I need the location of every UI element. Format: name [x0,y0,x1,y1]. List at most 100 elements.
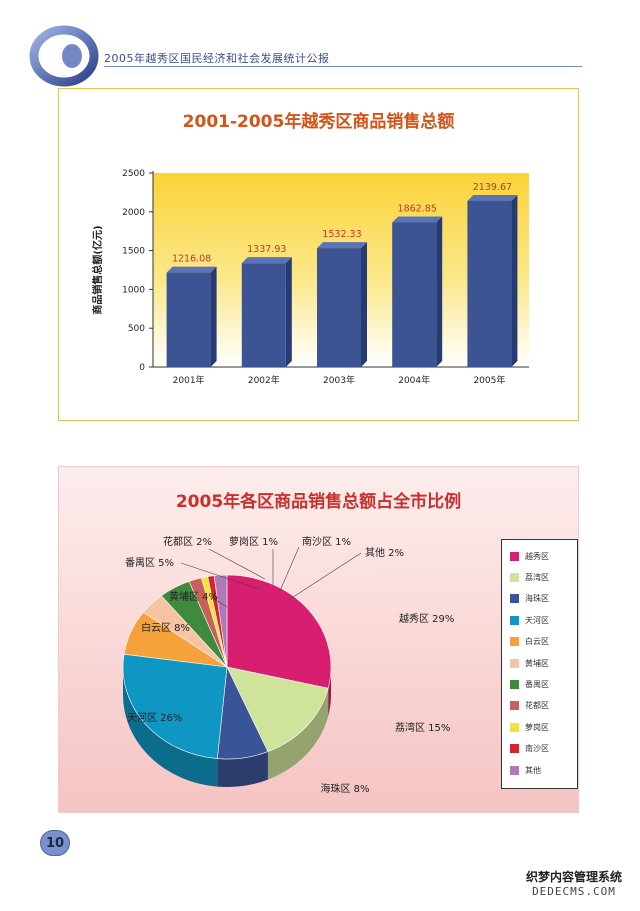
pie-leader-line [180,562,260,590]
pie-slice [122,653,228,759]
pie-slice-label: 荔湾区 15% [395,721,450,734]
bar-value-label: 2139.67 [473,182,512,193]
legend-item: 海珠区 [510,593,549,605]
bar-face [317,248,361,367]
legend-label: 天河区 [525,615,549,625]
x-tick-label: 2001年 [173,374,205,386]
bar-top [317,242,367,249]
pie-slice-side [123,667,218,787]
legend-label: 萝岗区 [525,722,549,732]
watermark: 织梦内容管理系统 DEDECMS.COM [513,868,635,898]
bar-side [361,242,367,367]
pie-leader-line [210,596,228,608]
legend-swatch [510,701,519,711]
bar-value-label: 1216.08 [172,254,211,265]
legend-label: 黄埔区 [525,658,549,668]
pie-slice-label: 花都区 2% [163,535,212,548]
pie-leader-line [208,548,266,580]
pie-slice [213,574,228,668]
legend-swatch [510,637,519,647]
pie-slice-label: 越秀区 29% [399,612,454,625]
legend-item: 花都区 [510,700,549,712]
bar-face [392,222,437,367]
page-number-badge: 10 [40,830,70,856]
bar [392,216,443,367]
bar-value-label: 1337.93 [247,244,286,255]
bar-value-label: 1532.33 [322,229,361,240]
bar-top [392,216,443,223]
pie-legend: 越秀区荔湾区海珠区天河区白云区黄埔区番禺区花都区萝岗区南沙区其他 [501,539,578,789]
pie-slice-label: 天河区 26% [127,712,182,724]
bar-value-label: 1862.85 [398,203,437,214]
legend-item: 萝岗区 [510,721,549,733]
x-tick-label: 2002年 [248,374,280,386]
legend-label: 荔湾区 [525,572,549,582]
y-tick-label: 0 [139,363,145,373]
y-tick-label: 1000 [122,285,145,295]
logo-icon [29,25,99,87]
bar-face [241,263,286,367]
y-tick-label: 500 [128,324,145,334]
pie-chart-title: 2005年各区商品销售总额占全市比例 [175,492,462,512]
pie-slice [226,574,332,689]
bar-side [210,266,217,367]
y-tick-label: 1500 [122,247,145,257]
legend-item: 白云区 [510,636,549,648]
legend-swatch [510,615,519,625]
pie-leader-line [286,552,362,602]
legend-label: 花都区 [525,701,549,711]
pie-chart: 越秀区 29% 荔湾区 15% 海珠区 8% 天河区 26% 白云区 8% 黄埔区 4% 番… [122,535,454,795]
bar [166,266,217,367]
bar-face [166,272,211,367]
header-divider [104,66,582,67]
y-tick-label: 2000 [122,208,145,218]
pie-slice-side [267,688,329,780]
legend-item: 越秀区 [510,550,549,562]
legend-item: 番禺区 [510,678,549,690]
legend-swatch [510,744,519,754]
bar [317,242,367,367]
bar-face [467,200,512,367]
legend-label: 其他 [525,765,541,775]
watermark-line1: 织梦内容管理系统 [525,870,622,884]
y-axis-label: 商品销售总额(亿元) [91,225,104,314]
bar-top [241,257,292,264]
legend-swatch [510,722,519,732]
legend-label: 越秀区 [525,551,549,561]
watermark-line2: DEDECMS.COM [532,885,616,898]
pie-chart-panel: 2005年各区商品销售总额占全市比例 越秀区 29% 荔湾区 15% 海珠区 8% 天… [58,466,579,813]
x-tick-label: 2004年 [398,374,430,386]
legend-swatch [510,765,519,775]
legend-label: 南沙区 [525,744,549,754]
pie-slice-label: 黄埔区 4% [169,590,218,603]
legend-swatch [510,572,519,582]
legend-item: 其他 [510,764,541,776]
x-tick-label: 2003年 [323,374,355,386]
pie-slice-label: 番禺区 5% [125,557,174,569]
bar-side [436,216,443,367]
bar [467,194,518,367]
pie-slice-side [217,751,268,787]
y-tick-label: 2500 [122,169,145,179]
legend-swatch [510,551,519,561]
pie-slice-label: 南沙区 1% [302,535,351,548]
pie-slice-label: 其他 2% [365,546,404,559]
bar-top [166,266,217,273]
page-header: 2005年越秀区国民经济和社会发展统计公报 [0,0,640,90]
pie-slice-label: 萝岗区 1% [229,536,278,548]
pie-slice [226,666,329,752]
legend-item: 黄埔区 [510,657,549,669]
legend-item: 天河区 [510,614,549,626]
legend-label: 番禺区 [525,679,549,689]
legend-label: 白云区 [525,637,549,647]
pie-slice-label: 白云区 8% [141,621,190,634]
bar-chart-panel: 2001-2005年越秀区商品销售总额 0 500 1000 1500 2000 2500… [58,88,579,421]
pie-leader-line [278,546,300,594]
bar-top [467,194,518,201]
bar-chart-title: 2001-2005年越秀区商品销售总额 [182,112,455,132]
legend-swatch [510,658,519,668]
legend-swatch [510,594,519,604]
legend-label: 海珠区 [525,594,549,604]
legend-item: 荔湾区 [510,571,549,583]
pie-slice-label: 海珠区 8% [320,782,369,795]
